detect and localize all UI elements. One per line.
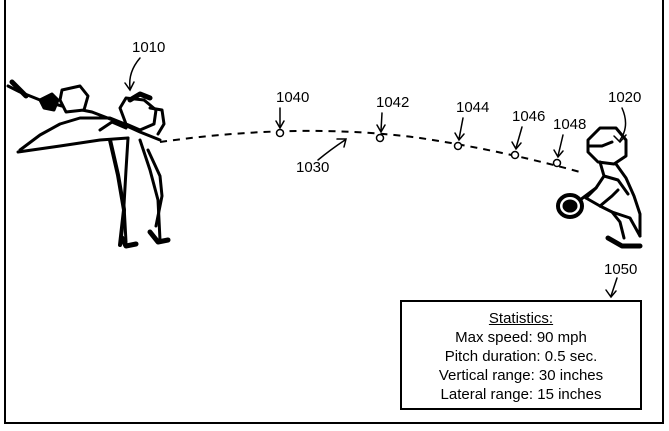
trajectory-point-1042: [377, 135, 384, 142]
max-speed-text: Max speed: 90 mph: [402, 328, 640, 347]
label-1030: 1030: [296, 160, 329, 175]
trajectory-point-1048: [554, 160, 561, 167]
label-1046: 1046: [512, 109, 545, 124]
label-1020: 1020: [608, 90, 641, 105]
pitcher-figure: [8, 82, 168, 246]
trajectory-point-1046: [512, 152, 519, 159]
label-1050: 1050: [604, 262, 637, 277]
label-1048: 1048: [553, 117, 586, 132]
label-1010: 1010: [132, 40, 165, 55]
trajectory-point-1040: [277, 130, 284, 137]
pitch-duration-text: Pitch duration: 0.5 sec.: [402, 347, 640, 366]
label-1040: 1040: [276, 90, 309, 105]
statistics-title: Statistics:: [402, 310, 640, 328]
label-1042: 1042: [376, 95, 409, 110]
vertical-range-text: Vertical range: 30 inches: [402, 366, 640, 385]
trajectory-point-1044: [455, 143, 462, 150]
lateral-range-text: Lateral range: 15 inches: [402, 385, 640, 404]
statistics-box: Statistics: Max speed: 90 mph Pitch dura…: [400, 300, 642, 410]
label-1044: 1044: [456, 100, 489, 115]
catcher-figure: [558, 128, 640, 246]
